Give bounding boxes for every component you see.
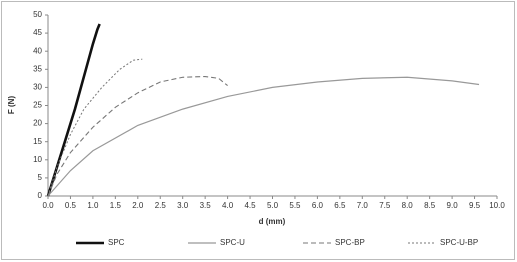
y-tick-label: 45 bbox=[33, 28, 42, 37]
y-axis-label: F (N) bbox=[7, 96, 16, 115]
x-tick-label: 6.0 bbox=[312, 201, 324, 210]
legend-label: SPC-U-BP bbox=[440, 238, 478, 247]
x-tick-label: 9.5 bbox=[469, 201, 481, 210]
x-tick-label: 2.5 bbox=[155, 201, 167, 210]
x-tick-label: 8.0 bbox=[402, 201, 414, 210]
x-tick-label: 3.5 bbox=[200, 201, 212, 210]
y-tick-label: 15 bbox=[33, 137, 42, 146]
y-tick-label: 5 bbox=[38, 173, 43, 182]
x-tick-label: 10.0 bbox=[489, 201, 505, 210]
x-tick-label: 9.0 bbox=[447, 201, 459, 210]
legend-label: SPC bbox=[108, 238, 125, 247]
x-tick-label: 4.0 bbox=[222, 201, 234, 210]
x-tick-label: 5.0 bbox=[267, 201, 279, 210]
y-tick-label: 30 bbox=[33, 83, 42, 92]
legend-label: SPC-U bbox=[220, 238, 245, 247]
series-line bbox=[46, 23, 101, 197]
y-tick-label: 25 bbox=[33, 101, 42, 110]
legend-label: SPC-BP bbox=[335, 238, 365, 247]
x-tick-label: 8.5 bbox=[424, 201, 436, 210]
x-tick-label: 1.0 bbox=[87, 201, 99, 210]
y-tick-label: 0 bbox=[38, 191, 43, 200]
series-line bbox=[47, 58, 143, 197]
series-line bbox=[47, 75, 228, 197]
x-tick-label: 2.0 bbox=[132, 201, 144, 210]
y-tick-label: 10 bbox=[33, 155, 42, 164]
y-tick-label: 35 bbox=[33, 64, 42, 73]
y-tick-label: 20 bbox=[33, 119, 42, 128]
x-tick-label: 6.5 bbox=[334, 201, 346, 210]
x-tick-label: 7.0 bbox=[357, 201, 369, 210]
x-axis-label: d (mm) bbox=[259, 217, 286, 226]
x-tick-label: 3.0 bbox=[177, 201, 189, 210]
x-tick-label: 7.5 bbox=[379, 201, 391, 210]
x-tick-label: 5.5 bbox=[289, 201, 301, 210]
x-tick-label: 1.5 bbox=[110, 201, 122, 210]
x-tick-label: 0.0 bbox=[42, 201, 54, 210]
x-tick-label: 0.5 bbox=[65, 201, 77, 210]
y-tick-label: 40 bbox=[33, 46, 42, 55]
series-line bbox=[47, 76, 480, 197]
x-tick-label: 4.5 bbox=[244, 201, 256, 210]
y-tick-label: 50 bbox=[33, 10, 42, 19]
